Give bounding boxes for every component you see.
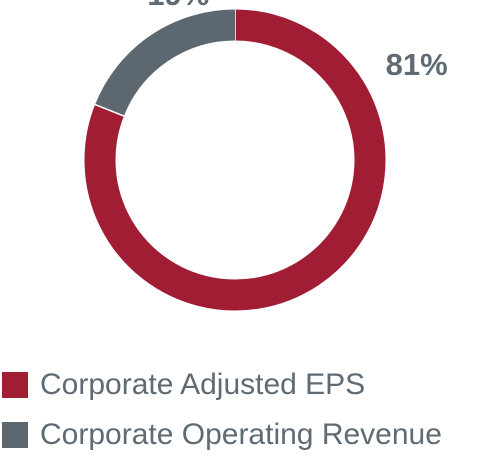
donut-slice-separator [94,103,125,117]
legend-item-corporate-operating-revenue: Corporate Operating Revenue [0,410,503,460]
donut-slice-corporate-operating-revenue [95,9,236,117]
legend-label-corporate-adjusted-eps: Corporate Adjusted EPS [40,368,366,401]
donut-value-label-corporate-operating-revenue: 19% [147,0,209,12]
legend-label-corporate-operating-revenue: Corporate Operating Revenue [40,418,442,451]
legend-swatch-corporate-operating-revenue [2,422,28,448]
legend-swatch-corporate-adjusted-eps [2,372,28,398]
donut-chart-svg: 81% 19% [84,0,448,311]
donut-slice-corporate-adjusted-eps [84,9,386,311]
donut-value-label-corporate-adjusted-eps: 81% [386,47,448,82]
legend-item-corporate-adjusted-eps: Corporate Adjusted EPS [0,360,503,410]
legend: Corporate Adjusted EPS Corporate Operati… [0,360,503,460]
